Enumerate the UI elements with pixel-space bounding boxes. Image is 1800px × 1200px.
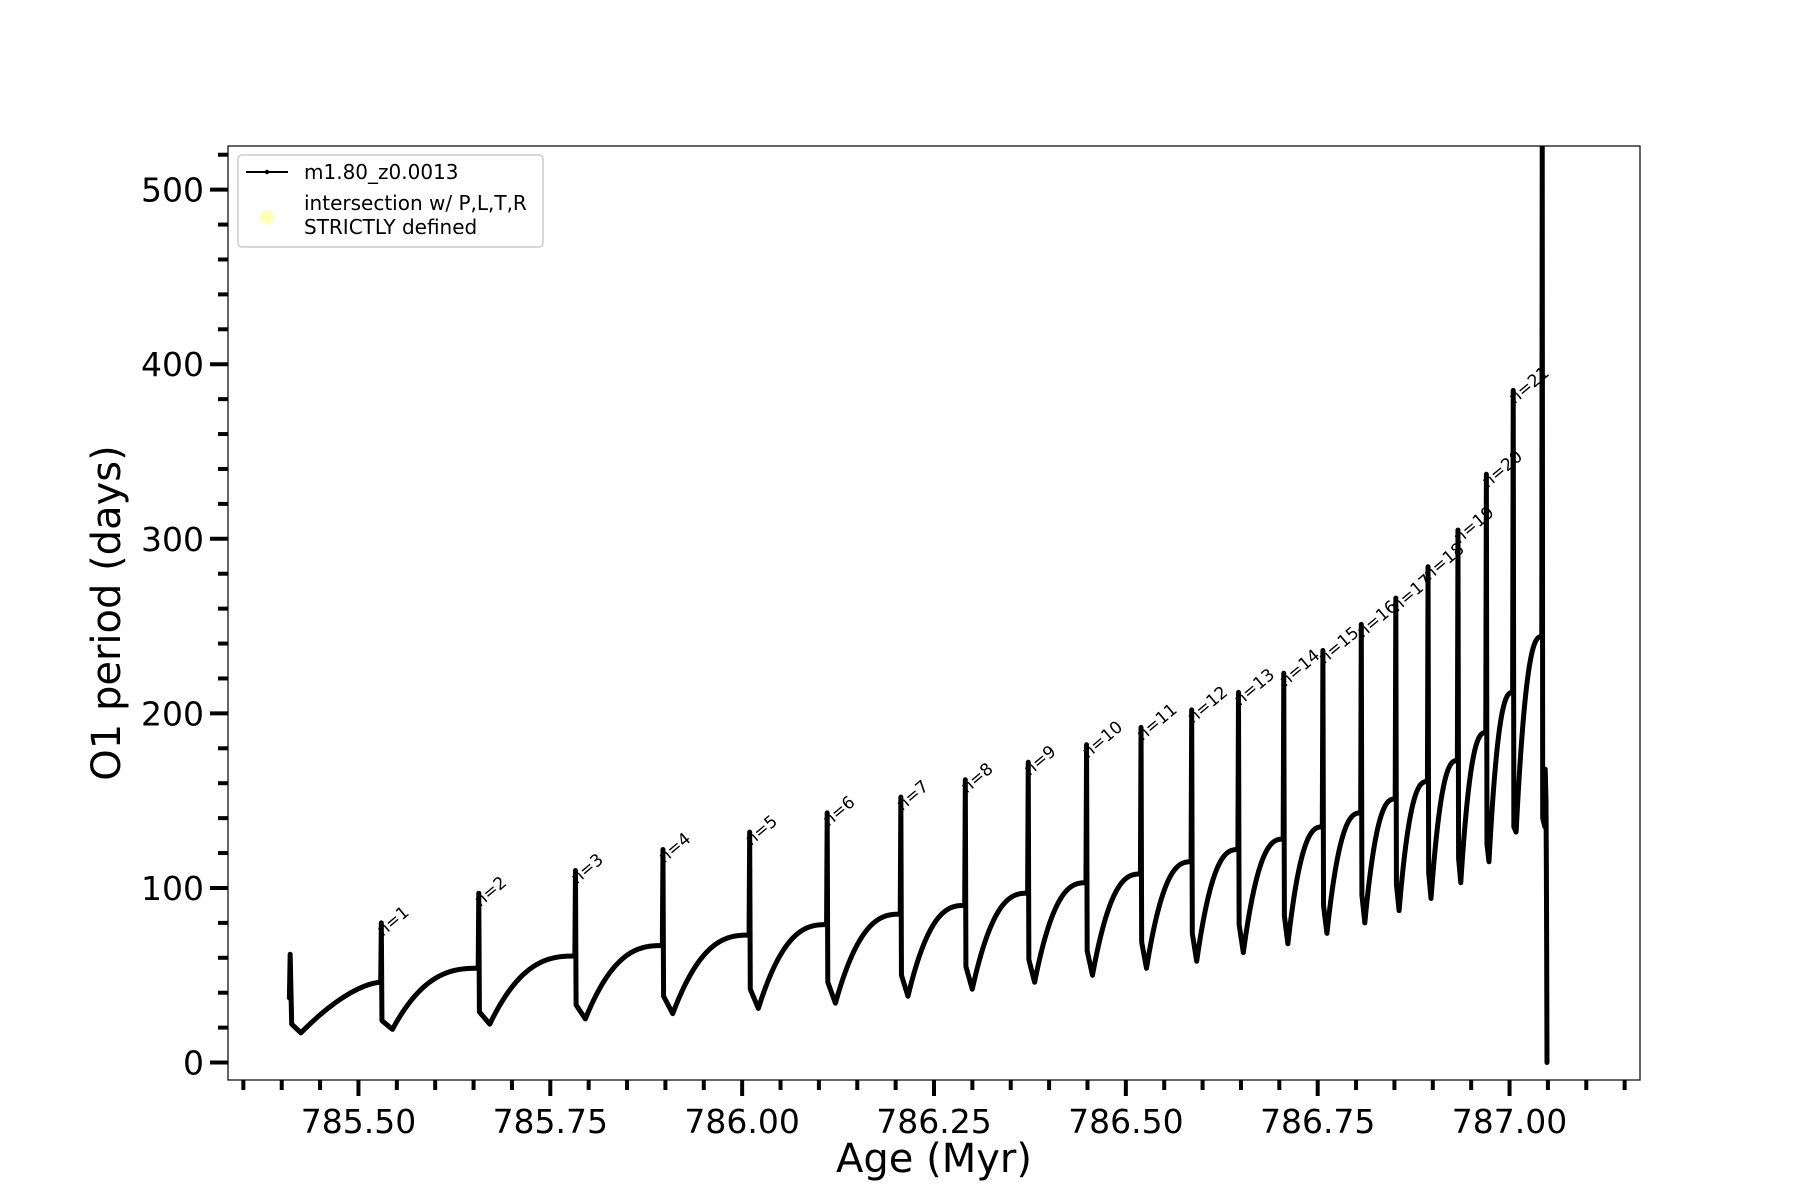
series-line-segment bbox=[1025, 759, 1089, 985]
x-tick-label: 787.00 bbox=[1452, 1102, 1567, 1141]
x-tick-label: 786.50 bbox=[1068, 1102, 1183, 1141]
plot-frame bbox=[227, 145, 1641, 1081]
x-tick-label: 786.25 bbox=[876, 1102, 991, 1141]
series-line-segment bbox=[659, 847, 752, 1017]
series-line-segment bbox=[378, 920, 481, 1032]
x-tick-label: 785.50 bbox=[301, 1102, 416, 1141]
legend: m1.80_z0.0013 intersection w/ P,L,T,R STRI… bbox=[237, 154, 544, 248]
series-line-segment bbox=[1392, 595, 1430, 914]
series-line-segment bbox=[1137, 724, 1194, 971]
series-line-segment bbox=[1510, 387, 1545, 835]
series-line-segment bbox=[1083, 742, 1143, 978]
axes: 0 100 200 300 400 500 785.50 785.75 786.00 786.25… bbox=[141, 152, 1627, 1141]
y-tick-label: 0 bbox=[183, 1044, 204, 1083]
series-line-segment bbox=[1235, 689, 1286, 956]
x-tick-label: 786.75 bbox=[1260, 1102, 1375, 1141]
x-tick-label: 786.00 bbox=[684, 1102, 799, 1141]
x-axis-label: Age (Myr) bbox=[836, 1136, 1032, 1182]
legend-label: intersection w/ P,L,T,R STRICTLY defined bbox=[304, 191, 527, 239]
y-tick-label: 200 bbox=[141, 694, 204, 733]
series-line-segment bbox=[286, 951, 384, 1036]
legend-dot-marker bbox=[264, 169, 270, 175]
series-line-segment bbox=[1424, 564, 1460, 901]
series-line-segment bbox=[1188, 707, 1241, 964]
x-tick-label: 785.75 bbox=[493, 1102, 608, 1141]
plot-area bbox=[286, 146, 1550, 1066]
y-tick-label: 100 bbox=[141, 869, 204, 908]
y-axis-label: O1 period (days) bbox=[84, 445, 130, 780]
series-line-segment bbox=[475, 890, 578, 1027]
series-line-segment bbox=[746, 829, 830, 1011]
legend-label: m1.80_z0.0013 bbox=[304, 160, 459, 184]
series-line-segment bbox=[962, 777, 1031, 992]
legend-circle-marker bbox=[260, 210, 274, 224]
y-tick-label: 400 bbox=[141, 345, 204, 384]
series-line-segment bbox=[824, 810, 903, 1006]
series-line-segment bbox=[1319, 648, 1364, 936]
series-line-segment bbox=[1454, 527, 1489, 886]
series-line-segment bbox=[1483, 471, 1516, 865]
series-line-segment bbox=[897, 794, 968, 999]
y-tick-label: 300 bbox=[141, 520, 204, 559]
series-line-segment bbox=[1539, 146, 1550, 1066]
y-tick-label: 500 bbox=[141, 171, 204, 210]
series-line-segment bbox=[572, 868, 665, 1022]
legend-frame bbox=[237, 154, 544, 248]
series-line-segment bbox=[1280, 670, 1325, 947]
series-line-segment bbox=[1358, 621, 1398, 926]
